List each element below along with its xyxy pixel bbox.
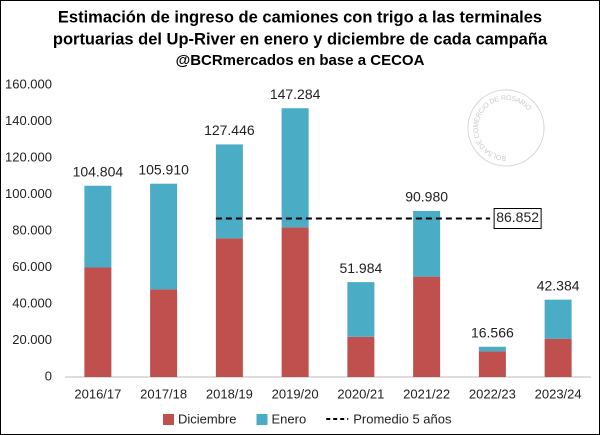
total-label: 104.804: [73, 163, 124, 179]
y-tick-label: 140.000: [5, 113, 52, 128]
legend-swatch: [256, 414, 268, 425]
total-label: 127.446: [204, 122, 255, 138]
y-tick-label: 120.000: [5, 149, 52, 164]
y-tick-label: 20.000: [12, 332, 52, 347]
bar-segment: [544, 299, 572, 339]
x-tick-label: 2018/19: [206, 386, 253, 401]
y-tick-label: 160.000: [5, 76, 52, 91]
bar-segment: [215, 144, 243, 239]
y-tick-label: 60.000: [12, 259, 52, 274]
bar-segment: [150, 183, 178, 290]
bar-segment: [347, 336, 375, 377]
y-tick-label: 80.000: [12, 222, 52, 237]
legend-label: Enero: [272, 411, 307, 426]
bar-segment: [544, 338, 572, 377]
legend-label: Promedio 5 años: [353, 411, 452, 426]
total-label: 90.980: [405, 189, 448, 205]
total-label: 42.384: [537, 277, 580, 293]
y-tick-label: 0: [45, 368, 52, 383]
x-tick-label: 2019/20: [272, 386, 319, 401]
average-label: 86.852: [496, 209, 539, 225]
legend-label: Diciembre: [178, 411, 237, 426]
x-tick-label: 2017/18: [140, 386, 187, 401]
x-tick-label: 2016/17: [74, 386, 121, 401]
bar-segment: [478, 346, 506, 352]
bar-segment: [347, 282, 375, 337]
x-tick-label: 2021/22: [403, 386, 450, 401]
bar-segment: [413, 210, 441, 277]
y-tick-label: 100.000: [5, 186, 52, 201]
y-tick-label: 40.000: [12, 295, 52, 310]
legend-swatch: [163, 414, 174, 425]
bar-segment: [281, 227, 309, 377]
total-label: 105.910: [138, 161, 189, 177]
chart-title: Estimación de ingreso de camiones con tr…: [58, 8, 542, 26]
bar-segment: [215, 238, 243, 377]
watermark-circle: [467, 89, 545, 167]
chart-subtitle: @BCRmercados en base a CECOA: [176, 52, 425, 69]
bar-segment: [413, 276, 441, 377]
chart-title: portuarias del Up-River en enero y dicie…: [53, 30, 548, 48]
average-label-box: [493, 207, 542, 229]
bar-segment: [84, 267, 112, 377]
x-tick-label: 2023/24: [535, 386, 582, 401]
x-tick-label: 2022/23: [469, 386, 516, 401]
total-label: 147.284: [270, 86, 321, 102]
total-label: 16.566: [471, 324, 514, 340]
bar-segment: [281, 108, 309, 228]
bar-segment: [150, 289, 178, 377]
bar-segment: [478, 351, 506, 377]
bar-segment: [84, 185, 112, 268]
total-label: 51.984: [339, 260, 382, 276]
x-tick-label: 2020/21: [337, 386, 384, 401]
